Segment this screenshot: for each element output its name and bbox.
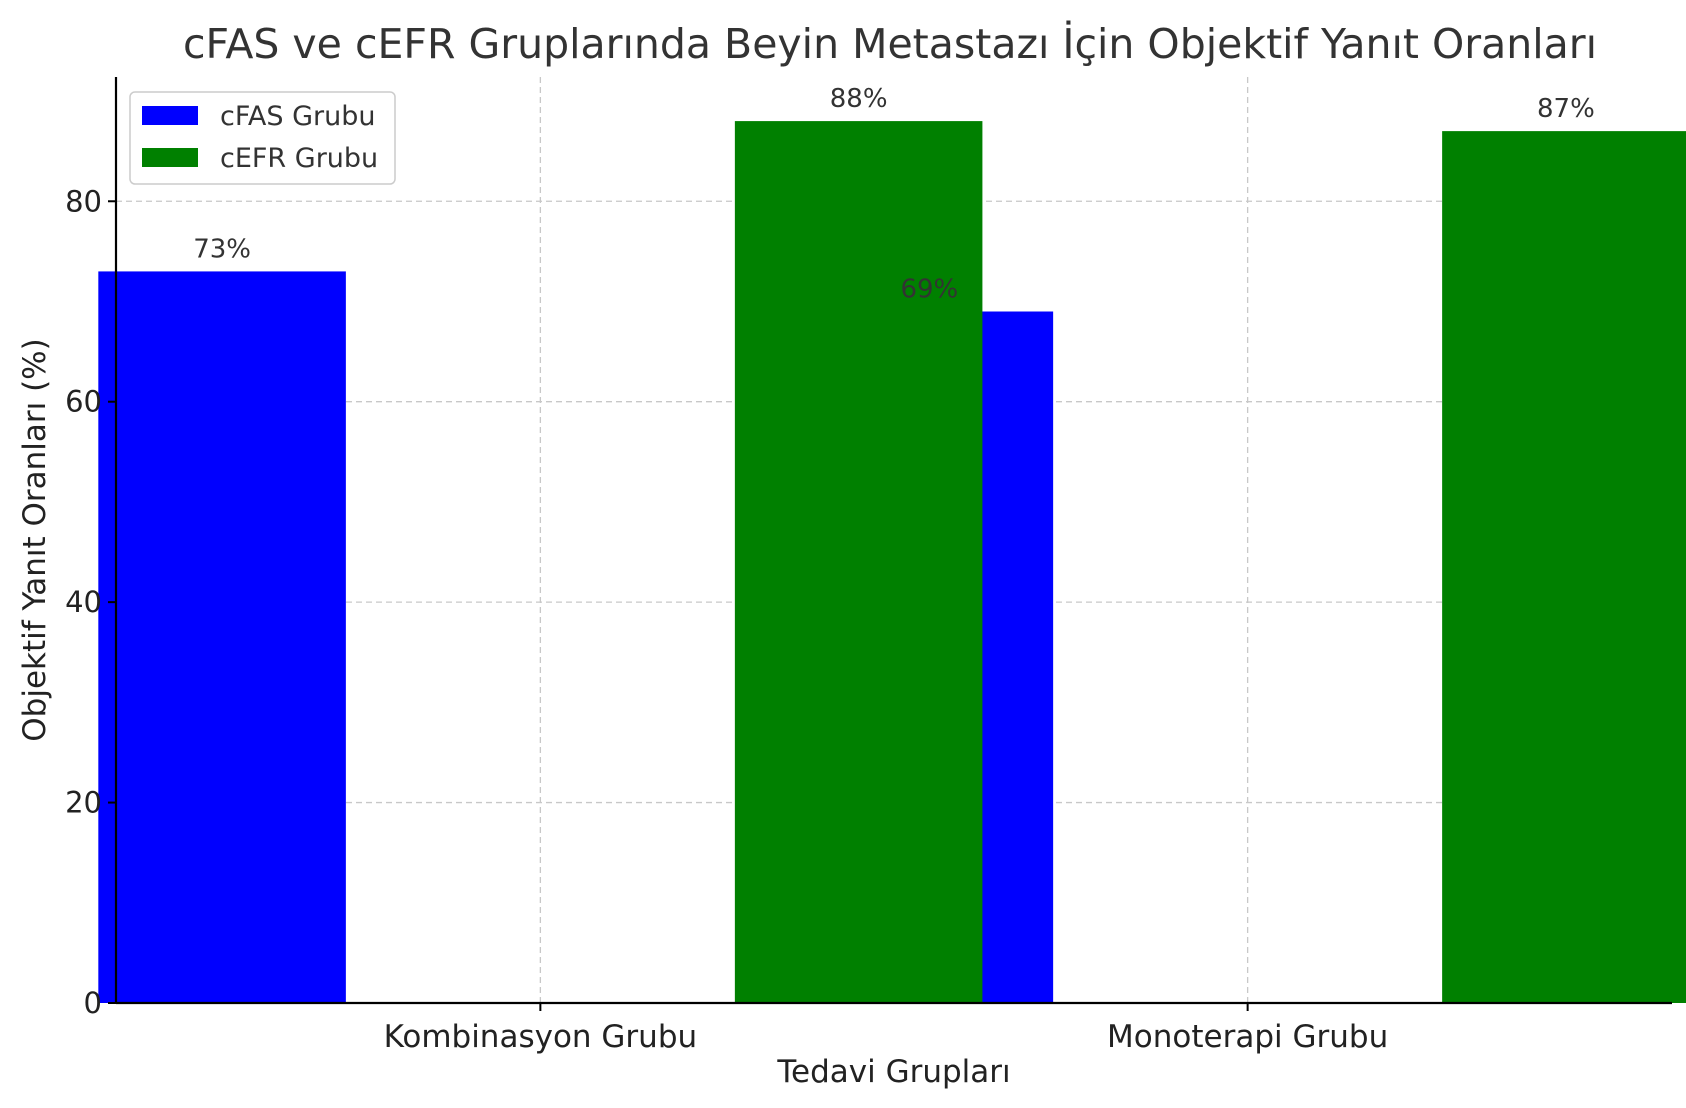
y-axis-label: Objektif Yanıt Oranları (%): [17, 338, 53, 741]
legend: cFAS Grubu cEFR Grubu: [129, 91, 396, 185]
x-axis-label: Tedavi Grupları: [776, 1054, 1010, 1090]
data-label: 73%: [193, 234, 251, 264]
bars: [98, 121, 1686, 1004]
grid-lines: [116, 77, 1672, 1003]
legend-swatch-cefr: [142, 148, 198, 167]
bar-cfas: [98, 271, 346, 1003]
data-label: 88%: [830, 84, 888, 114]
data-label: 69%: [900, 275, 958, 305]
y-tick-label: 60: [65, 385, 102, 419]
data-label: 87%: [1537, 94, 1595, 124]
bar-cefr: [1442, 131, 1686, 1003]
chart-title: cFAS ve cEFR Gruplarında Beyin Metastazı…: [183, 20, 1597, 68]
legend-label-cfas: cFAS Grubu: [220, 101, 375, 132]
legend-label-cefr: cEFR Grubu: [220, 143, 378, 174]
axes: [108, 77, 1672, 1011]
y-tick-label: 20: [65, 786, 102, 820]
tick-labels: 0 20 40 60 80 Kombinasyon Grubu Monoterapi Gru…: [65, 184, 1388, 1055]
legend-swatch-cfas: [142, 106, 198, 125]
x-tick-label: Monoterapi Grubu: [1107, 1019, 1388, 1055]
y-tick-label: 80: [65, 184, 102, 218]
data-labels: 73% 69% 88% 87%: [193, 84, 1595, 304]
bar-cefr: [734, 121, 983, 1004]
x-tick-label: Kombinasyon Grubu: [384, 1019, 698, 1055]
y-tick-label: 0: [84, 986, 102, 1020]
y-tick-label: 40: [65, 585, 102, 619]
